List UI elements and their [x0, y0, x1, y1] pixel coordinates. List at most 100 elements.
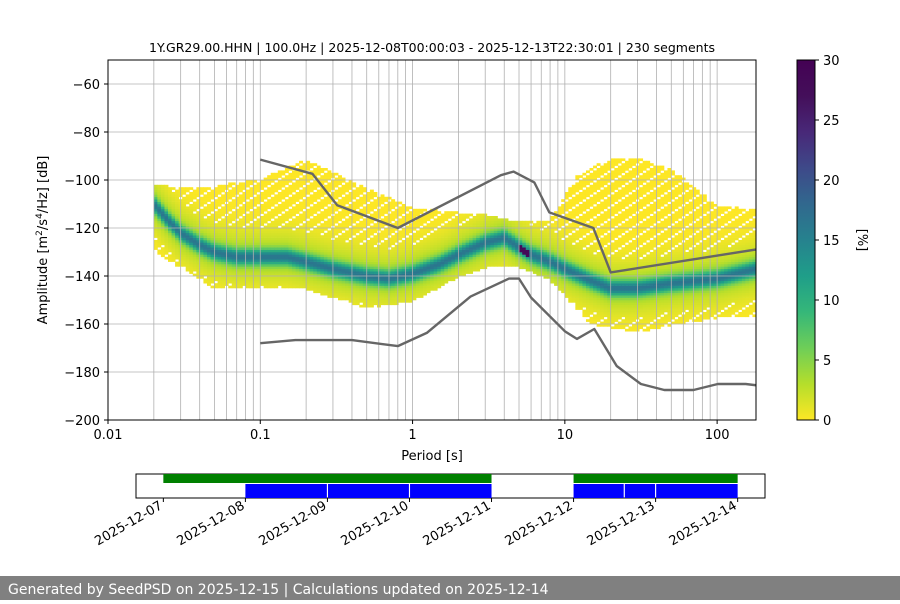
density-cell — [238, 254, 243, 258]
density-cell — [398, 213, 403, 217]
density-cell — [253, 259, 257, 262]
density-cell — [589, 204, 594, 207]
density-cell — [462, 216, 466, 219]
density-cell — [306, 252, 311, 255]
density-cell — [408, 290, 413, 294]
density-cell — [316, 288, 321, 291]
density-cell — [291, 177, 296, 181]
density-cell — [532, 261, 537, 265]
density-cell — [391, 271, 396, 274]
density-cell — [398, 232, 403, 236]
density-cell — [228, 196, 233, 200]
density-cell — [600, 254, 605, 258]
density-cell — [327, 199, 332, 202]
density-cell — [355, 242, 360, 246]
density-cell — [281, 266, 286, 270]
density-cell — [313, 278, 318, 282]
density-cell — [391, 252, 396, 255]
density-cell — [168, 220, 172, 224]
density-cell — [270, 240, 275, 243]
density-cell — [185, 261, 190, 265]
density-cell — [217, 252, 222, 255]
density-cell — [199, 225, 204, 229]
density-cell — [320, 168, 325, 171]
density-cell — [515, 225, 520, 229]
density-cell — [345, 247, 350, 250]
density-cell — [238, 276, 243, 279]
density-cell — [589, 254, 594, 258]
density-cell — [415, 208, 420, 212]
density-cell — [408, 288, 413, 291]
density-cell — [603, 268, 608, 272]
density-cell — [192, 264, 197, 267]
density-cell — [309, 165, 314, 169]
density-cell — [394, 259, 399, 262]
density-cell — [355, 268, 360, 272]
density-cell — [550, 259, 555, 262]
density-cell — [469, 228, 474, 231]
density-cell — [288, 211, 293, 214]
density-cell — [270, 175, 275, 178]
density-cell — [610, 187, 615, 190]
density-cell — [476, 252, 481, 255]
density-cell — [554, 211, 559, 214]
density-cell — [415, 256, 420, 260]
density-cell — [338, 254, 342, 258]
density-cell — [267, 259, 272, 262]
density-cell — [600, 206, 605, 210]
density-cell — [320, 206, 325, 210]
density-cell — [515, 223, 520, 226]
density-cell — [614, 220, 619, 224]
density-cell — [253, 235, 257, 238]
density-cell — [504, 223, 509, 226]
density-cell — [440, 278, 445, 282]
density-cell — [603, 283, 608, 286]
density-cell — [185, 194, 190, 198]
density-cell — [221, 271, 226, 274]
density-cell — [189, 254, 194, 258]
density-cell — [585, 300, 590, 303]
density-cell — [369, 276, 374, 279]
density-cell — [242, 182, 247, 186]
density-cell — [511, 244, 516, 248]
density-cell — [192, 237, 197, 241]
density-cell — [288, 232, 293, 236]
density-cell — [614, 259, 619, 262]
density-cell — [267, 223, 272, 226]
density-cell — [564, 194, 569, 198]
density-cell — [532, 228, 537, 231]
density-cell — [217, 240, 222, 243]
density-cell — [274, 261, 279, 265]
density-cell — [472, 249, 477, 253]
density-cell — [603, 292, 608, 296]
density-cell — [306, 266, 311, 270]
density-cell — [284, 252, 289, 255]
density-cell — [582, 206, 587, 210]
density-cell — [536, 223, 541, 226]
density-cell — [373, 261, 378, 265]
density-cell — [561, 208, 566, 212]
density-cell — [228, 249, 233, 253]
density-cell — [617, 264, 622, 267]
density-cell — [210, 252, 215, 255]
density-cell — [415, 254, 420, 258]
density-cell — [238, 268, 243, 272]
density-cell — [175, 252, 180, 255]
density-cell — [214, 218, 218, 222]
density-cell — [454, 256, 459, 260]
density-cell — [164, 187, 169, 190]
density-cell — [153, 199, 158, 202]
density-cell — [578, 264, 583, 267]
density-cell — [380, 276, 385, 279]
density-cell — [437, 247, 442, 250]
density-cell — [500, 225, 505, 229]
density-cell — [295, 244, 300, 248]
density-cell — [554, 225, 559, 229]
density-cell — [217, 196, 222, 200]
density-cell — [593, 261, 597, 265]
density-cell — [362, 256, 367, 260]
density-cell — [423, 225, 427, 229]
density-cell — [153, 225, 158, 229]
density-cell — [221, 237, 226, 241]
density-cell — [539, 261, 544, 265]
